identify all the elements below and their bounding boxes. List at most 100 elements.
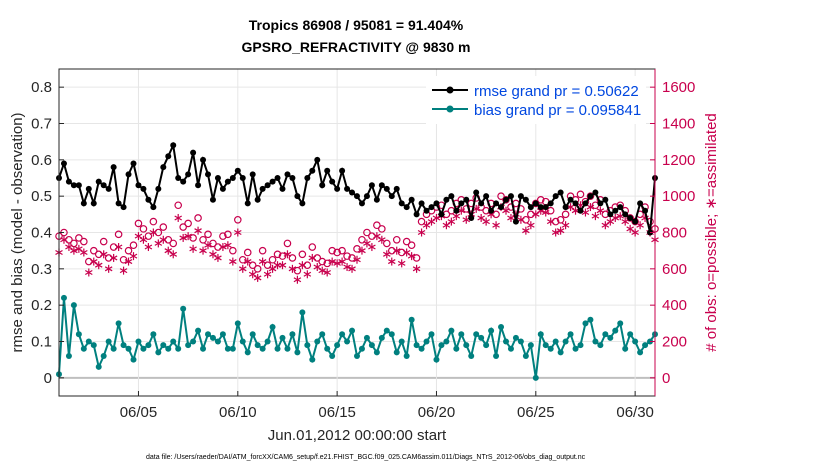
- bias-point: [642, 342, 649, 349]
- assimilated-obs-point: [323, 268, 331, 277]
- rmse-point: [214, 175, 221, 181]
- bias-point: [105, 338, 112, 345]
- possible-obs-point: [204, 230, 212, 239]
- y2-tick-label: 0: [662, 370, 670, 387]
- y2-tick-label: 400: [662, 297, 687, 314]
- possible-obs-point: [288, 254, 297, 262]
- bias-point: [209, 334, 216, 341]
- possible-obs-point: [144, 232, 153, 240]
- bias-point: [229, 345, 236, 352]
- rmse-point: [527, 204, 534, 211]
- legend: rmse grand pr = 0.50622 bias grand pr = …: [426, 76, 646, 124]
- rmse-point: [602, 196, 609, 203]
- rmse-point: [587, 193, 594, 200]
- possible-obs-point: [333, 248, 341, 257]
- rmse-point: [627, 214, 634, 221]
- assimilated-obs-point: [109, 253, 118, 262]
- rmse-point: [547, 200, 554, 207]
- rmse-point: [239, 175, 246, 181]
- possible-obs-point: [378, 225, 386, 233]
- possible-obs-point: [353, 245, 361, 253]
- assimilated-obs-point: [626, 224, 634, 233]
- bias-point: [95, 363, 102, 370]
- bias-point: [344, 338, 351, 345]
- y-tick-label: 0: [44, 370, 52, 387]
- assimilated-obs-point: [114, 243, 123, 252]
- rmse-point: [195, 182, 202, 189]
- rmse-point: [493, 200, 500, 207]
- assimilated-obs-point: [348, 264, 356, 273]
- rmse-point: [165, 153, 172, 160]
- rmse-point: [229, 175, 236, 181]
- assimilated-obs-point: [159, 235, 168, 244]
- possible-obs-point: [243, 248, 252, 257]
- possible-obs-point: [626, 214, 634, 222]
- assimilated-obs-point: [477, 213, 485, 222]
- bias-point: [214, 338, 221, 345]
- bias-point: [150, 331, 157, 338]
- bias-point: [314, 338, 321, 345]
- rmse-point: [314, 156, 321, 163]
- bias-point: [503, 338, 509, 345]
- assimilated-obs-point: [621, 217, 629, 226]
- possible-obs-point: [70, 239, 78, 248]
- assimilated-obs-point: [104, 264, 113, 273]
- rmse-point: [279, 185, 286, 192]
- possible-obs-point: [75, 234, 83, 242]
- data-file-footnote: data file: /Users/raeder/DAI/ATM_forcXX/…: [146, 454, 586, 461]
- rmse-point: [617, 204, 624, 211]
- possible-obs-point: [159, 223, 168, 231]
- bias-point: [507, 345, 514, 352]
- bias-point: [329, 353, 336, 360]
- rmse-point: [433, 200, 440, 207]
- assimilated-obs-point: [248, 270, 257, 279]
- assimilated-obs-point: [407, 252, 416, 261]
- rmse-point: [75, 182, 82, 189]
- assimilated-obs-point: [318, 266, 327, 275]
- assimilated-obs-point: [99, 250, 108, 259]
- bias-point: [602, 331, 609, 338]
- bias-point: [517, 338, 524, 345]
- assimilated-obs-point: [139, 235, 148, 244]
- possible-obs-point: [412, 254, 421, 262]
- bias-point: [304, 342, 311, 349]
- assimilated-obs-point: [551, 228, 560, 237]
- y2-tick-label: 1200: [662, 152, 695, 169]
- rmse-point: [224, 178, 231, 185]
- assimilated-obs-point: [606, 217, 615, 226]
- bias-point: [224, 345, 231, 352]
- bias-point: [622, 345, 629, 352]
- bias-point: [110, 345, 117, 352]
- bias-point: [200, 345, 207, 352]
- bias-point: [493, 353, 500, 360]
- assimilated-obs-point: [397, 259, 406, 268]
- bias-point: [135, 338, 142, 345]
- bias-point: [562, 338, 569, 345]
- rmse-point: [478, 200, 485, 207]
- assimilated-obs-point: [328, 257, 336, 266]
- assimilated-obs-point: [601, 221, 610, 230]
- bias-point: [478, 334, 485, 341]
- possible-obs-point: [283, 239, 292, 248]
- assimilated-obs-point: [353, 255, 361, 264]
- rmse-point: [418, 200, 425, 207]
- possible-obs-point: [497, 192, 505, 200]
- rmse-point: [309, 167, 316, 174]
- bias-point: [274, 345, 281, 352]
- assimilated-obs-point: [373, 232, 381, 241]
- rmse-point: [140, 185, 147, 192]
- x-tick-label: 06/15: [318, 404, 356, 421]
- bias-point: [418, 345, 425, 352]
- possible-obs-point: [531, 199, 540, 208]
- x-tick-label: 06/25: [517, 404, 555, 421]
- rmse-point: [517, 193, 524, 200]
- rmse-point: [378, 182, 385, 189]
- bias-point: [368, 342, 375, 349]
- assimilated-obs-point: [522, 226, 530, 235]
- bias-point: [473, 331, 480, 338]
- rmse-point: [562, 204, 569, 211]
- rmse-point: [329, 178, 336, 185]
- rmse-point: [319, 182, 326, 189]
- possible-obs-point: [313, 254, 322, 262]
- assimilated-obs-point: [482, 217, 490, 226]
